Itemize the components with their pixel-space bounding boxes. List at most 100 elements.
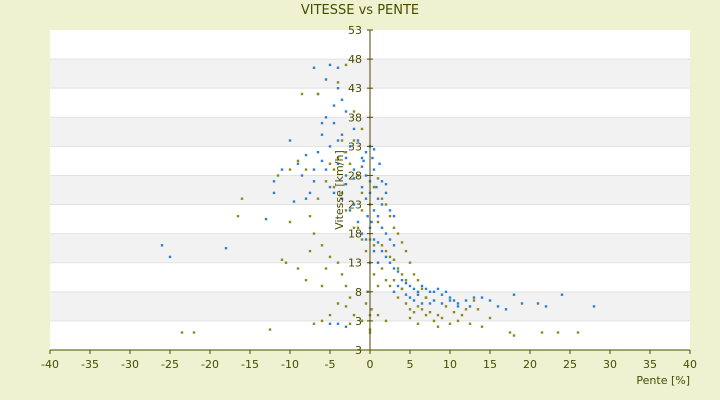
- data-point: [352, 177, 356, 180]
- data-point: [264, 217, 268, 221]
- y-tick-label: 33: [348, 140, 362, 153]
- data-point: [424, 296, 428, 299]
- data-point: [384, 232, 388, 235]
- data-point: [276, 174, 280, 177]
- data-point: [440, 302, 444, 305]
- data-point: [340, 139, 344, 142]
- data-point: [360, 209, 364, 212]
- data-point: [296, 267, 300, 270]
- data-point: [392, 290, 396, 293]
- data-point: [348, 209, 352, 212]
- data-point: [472, 296, 476, 299]
- data-point: [592, 305, 596, 308]
- axes: [49, 29, 691, 354]
- data-point: [360, 165, 364, 168]
- data-point: [360, 156, 364, 160]
- data-point: [416, 279, 420, 282]
- data-point: [336, 322, 340, 325]
- data-point: [316, 197, 320, 200]
- data-point: [420, 284, 424, 288]
- data-point: [284, 261, 288, 264]
- data-point: [296, 162, 300, 165]
- y-axis-label: Vitesse [km/h]: [333, 150, 346, 230]
- data-point: [312, 322, 316, 325]
- data-point: [352, 127, 356, 131]
- data-point: [344, 63, 348, 67]
- data-point: [336, 156, 340, 160]
- data-point: [488, 299, 492, 302]
- data-point: [556, 331, 560, 334]
- data-point: [344, 110, 348, 113]
- data-point: [508, 331, 512, 334]
- data-point: [396, 232, 400, 235]
- x-tick-label: 0: [367, 358, 374, 371]
- data-point: [416, 293, 420, 296]
- data-point: [392, 215, 396, 218]
- data-point: [360, 238, 364, 241]
- data-point: [224, 247, 228, 250]
- data-point: [536, 302, 540, 305]
- data-point: [312, 232, 316, 235]
- data-point: [576, 331, 580, 334]
- data-point: [420, 287, 424, 291]
- data-point: [366, 215, 369, 218]
- data-point: [348, 322, 352, 325]
- data-point: [328, 145, 332, 148]
- data-point: [392, 226, 396, 229]
- x-tick-label: 15: [483, 358, 497, 371]
- data-point: [372, 168, 376, 171]
- data-point: [468, 305, 472, 308]
- data-point: [362, 159, 365, 163]
- data-point: [360, 319, 364, 323]
- data-point: [320, 121, 324, 125]
- data-point: [384, 203, 388, 206]
- data-point: [372, 209, 376, 212]
- data-point: [388, 215, 392, 218]
- data-point: [380, 203, 384, 206]
- data-point: [408, 284, 412, 288]
- x-tick-label: 35: [643, 358, 657, 371]
- x-tick-label: -30: [121, 358, 139, 371]
- data-point: [364, 249, 368, 253]
- data-point: [336, 66, 340, 69]
- data-point: [356, 174, 360, 177]
- x-tick-label: 10: [443, 358, 457, 371]
- data-point: [448, 299, 452, 302]
- data-point: [332, 121, 336, 125]
- data-point: [332, 104, 336, 107]
- data-point: [280, 168, 284, 171]
- data-point: [376, 241, 380, 244]
- data-point: [324, 267, 328, 270]
- data-point: [360, 127, 364, 131]
- data-point: [308, 249, 312, 253]
- data-point: [480, 325, 484, 328]
- y-tick-label: 23: [348, 199, 362, 212]
- data-point: [428, 302, 432, 305]
- data-point: [376, 284, 380, 288]
- data-point: [360, 191, 364, 195]
- data-point: [512, 293, 516, 296]
- data-point: [512, 334, 516, 337]
- data-point: [444, 290, 448, 293]
- data-point: [312, 168, 316, 171]
- data-point: [272, 180, 276, 183]
- data-point: [352, 203, 356, 206]
- data-point: [380, 267, 384, 270]
- data-point: [452, 299, 456, 302]
- data-point: [408, 261, 412, 264]
- data-point: [396, 267, 400, 270]
- data-point: [380, 226, 384, 229]
- data-point: [370, 220, 373, 224]
- data-point: [328, 313, 332, 317]
- data-point: [324, 168, 328, 171]
- data-point: [428, 290, 432, 293]
- data-point: [444, 305, 448, 308]
- data-point: [404, 302, 408, 305]
- data-point: [380, 244, 384, 247]
- data-point: [348, 162, 352, 165]
- data-point: [384, 255, 388, 259]
- data-point: [344, 174, 348, 177]
- data-point: [332, 191, 336, 195]
- y-tick-label: 18: [348, 228, 362, 241]
